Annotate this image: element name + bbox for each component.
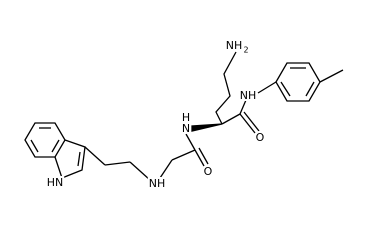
atom-label: O xyxy=(204,165,213,178)
atom-label: O xyxy=(256,131,265,144)
bonds xyxy=(24,51,344,181)
atom-labels: NH 2 NH O H N O NH HN xyxy=(45,37,267,192)
atom-label: NH xyxy=(226,39,243,52)
atom-label: NH xyxy=(240,89,257,102)
atom-label: HN xyxy=(47,176,64,189)
atom-label: NH xyxy=(149,177,166,190)
structure-diagram: NH 2 NH O H N O NH HN xyxy=(24,37,344,192)
atom-label: N xyxy=(182,122,190,135)
atom-h: H xyxy=(182,111,190,124)
atom-subscript: 2 xyxy=(243,46,248,55)
